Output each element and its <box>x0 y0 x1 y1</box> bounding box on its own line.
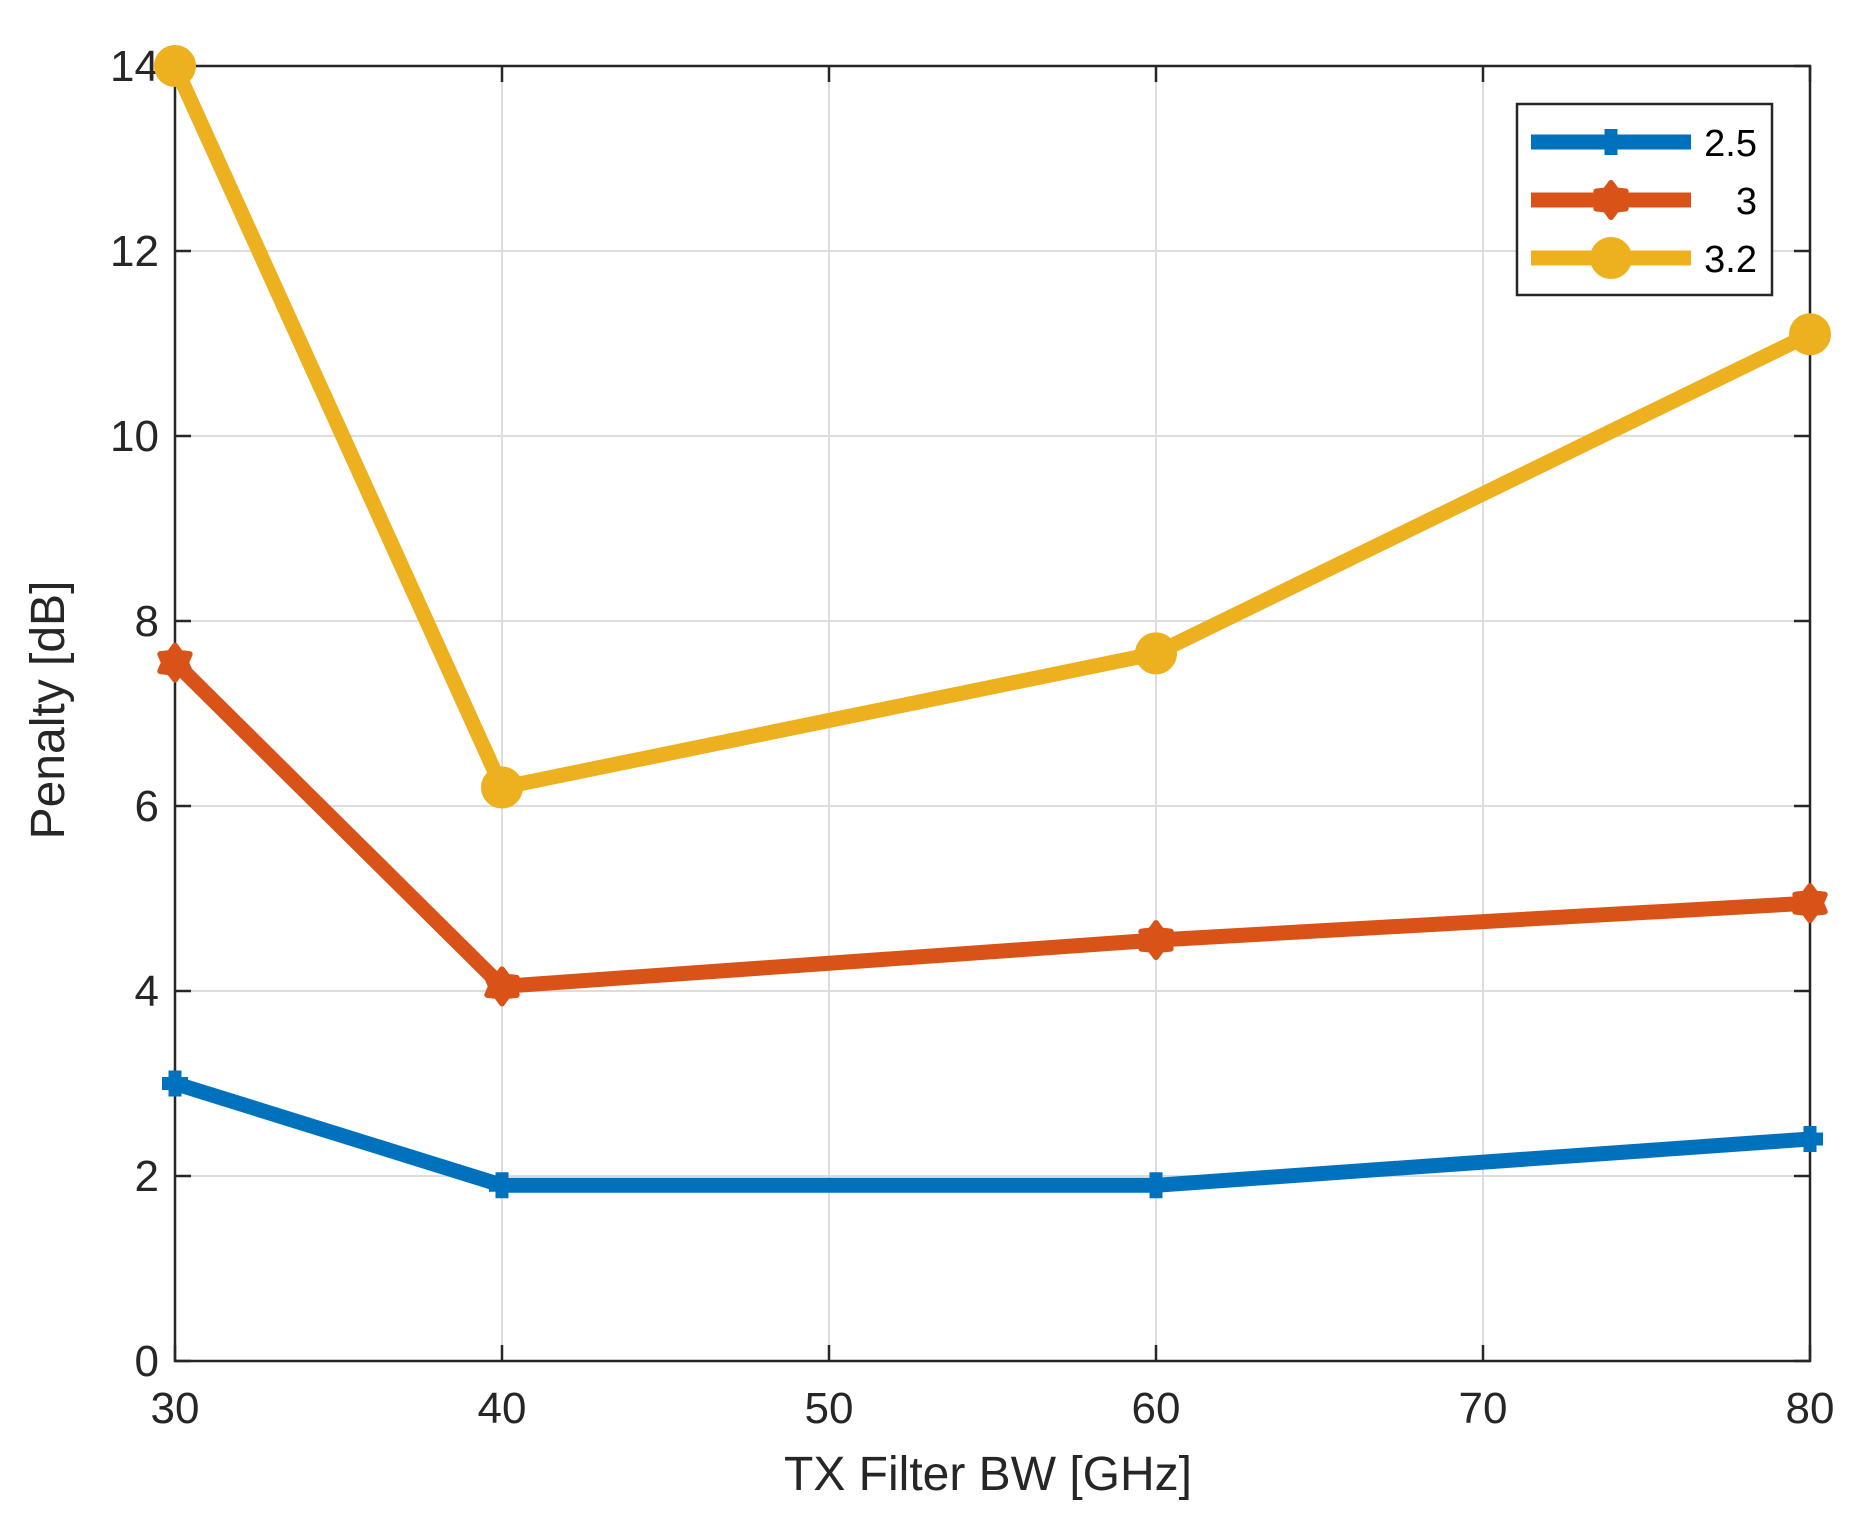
series-line <box>167 1076 1818 1193</box>
y-tick-label: 4 <box>135 967 159 1016</box>
y-tick-label: 12 <box>110 227 159 276</box>
data-point-marker <box>1792 883 1828 924</box>
data-point-marker <box>157 642 193 683</box>
legend-swatch-marker <box>1598 129 1624 155</box>
y-tick-label: 14 <box>110 42 159 91</box>
y-tick-label: 8 <box>135 597 159 646</box>
data-point-marker <box>1789 313 1831 356</box>
axes-box <box>173 64 1812 1363</box>
data-point-marker <box>481 766 523 809</box>
legend-label: 2.5 <box>1704 123 1757 165</box>
data-point-marker <box>1797 1126 1823 1152</box>
x-tick-label: 50 <box>805 1384 854 1433</box>
x-tick-labels: 30 40 50 60 70 80 <box>151 1384 1835 1433</box>
series-lines <box>154 45 1831 1199</box>
data-point-marker <box>154 45 196 87</box>
series-2.5 <box>162 1070 1823 1199</box>
legend: 2.5 3 3.2 <box>1515 102 1774 297</box>
series-3.2 <box>154 45 1831 809</box>
y-tick-label: 0 <box>135 1337 159 1386</box>
legend-entry: 3.2 <box>1531 237 1757 281</box>
x-axis-label: TX Filter BW [GHz] <box>784 1448 1192 1501</box>
legend-swatch-marker <box>1590 237 1632 279</box>
x-tick-label: 70 <box>1459 1384 1508 1433</box>
data-point-marker <box>1135 632 1177 675</box>
series-line <box>167 58 1818 795</box>
legend-label: 3 <box>1736 181 1757 223</box>
data-point-marker <box>1138 920 1174 961</box>
legend-entry: 2.5 <box>1531 123 1757 165</box>
series-3 <box>157 642 1828 1007</box>
y-tick-label: 2 <box>135 1152 159 1201</box>
data-point-marker <box>484 966 520 1007</box>
y-tick-label: 6 <box>135 782 159 831</box>
legend-swatch-marker <box>1593 180 1629 220</box>
y-tick-labels: 0 2 4 6 8 10 12 14 <box>110 42 159 1386</box>
y-tick-label: 10 <box>110 412 159 461</box>
x-tick-label: 80 <box>1786 1384 1835 1433</box>
legend-entry: 3 <box>1531 180 1757 223</box>
x-tick-label: 60 <box>1132 1384 1181 1433</box>
x-tick-label: 30 <box>151 1384 200 1433</box>
legend-label: 3.2 <box>1704 239 1757 281</box>
x-tick-label: 40 <box>478 1384 527 1433</box>
y-axis-label: Penalty [dB] <box>22 581 75 840</box>
data-point-marker <box>1143 1172 1169 1199</box>
series-line <box>167 655 1818 994</box>
data-point-marker <box>489 1172 515 1199</box>
data-point-marker <box>162 1070 188 1097</box>
